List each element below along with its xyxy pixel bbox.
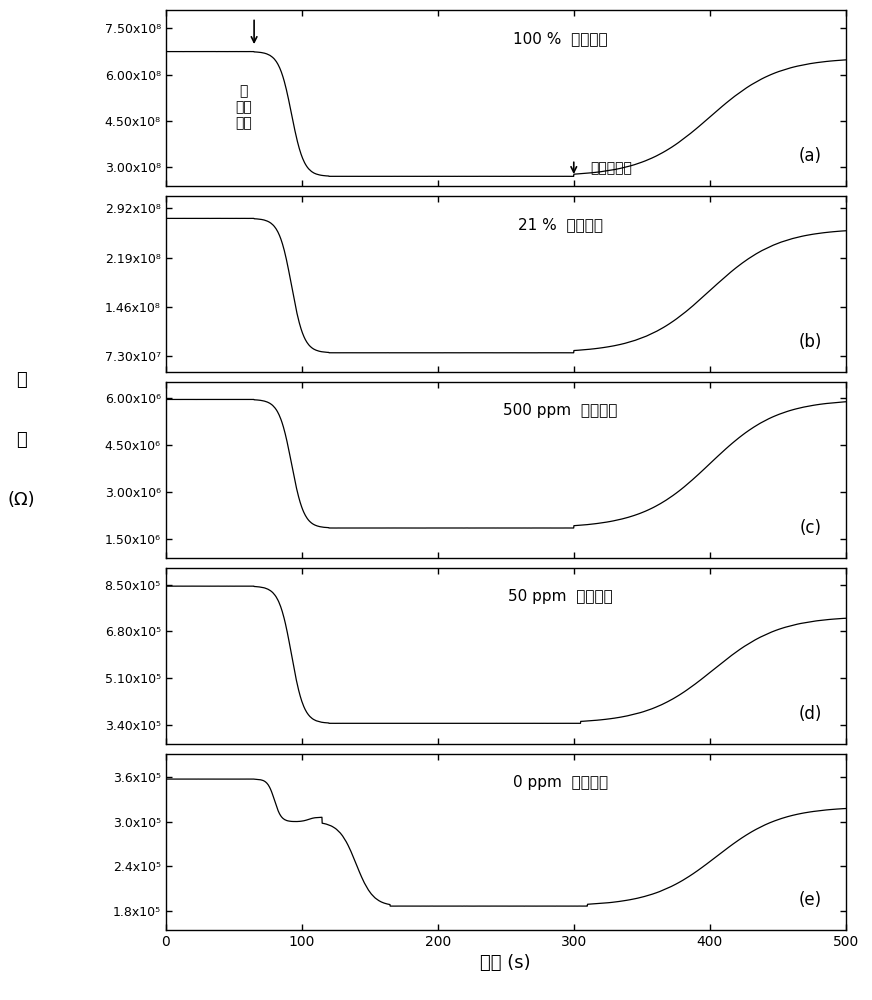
Text: 断二氧化碳: 断二氧化碳 — [590, 162, 632, 176]
Text: 100 %  氧气背景: 100 % 氧气背景 — [513, 31, 608, 46]
Text: (a): (a) — [799, 147, 822, 165]
X-axis label: 时间 (s): 时间 (s) — [480, 954, 531, 972]
Text: 21 %  氧气背景: 21 % 氧气背景 — [518, 217, 603, 232]
Text: 0 ppm  氧气背景: 0 ppm 氧气背景 — [513, 775, 608, 790]
Text: (d): (d) — [799, 705, 822, 723]
Text: 电: 电 — [17, 371, 27, 389]
Text: 500 ppm  氧气背景: 500 ppm 氧气背景 — [503, 403, 617, 418]
Text: (b): (b) — [799, 333, 822, 351]
Text: (Ω): (Ω) — [8, 491, 36, 509]
Text: (c): (c) — [800, 519, 822, 537]
Text: 阵: 阵 — [17, 431, 27, 449]
Text: 50 ppm  氧气背景: 50 ppm 氧气背景 — [508, 589, 612, 604]
Text: 通
二氧
化碳: 通 二氧 化碳 — [235, 84, 252, 131]
Text: (e): (e) — [799, 891, 822, 909]
